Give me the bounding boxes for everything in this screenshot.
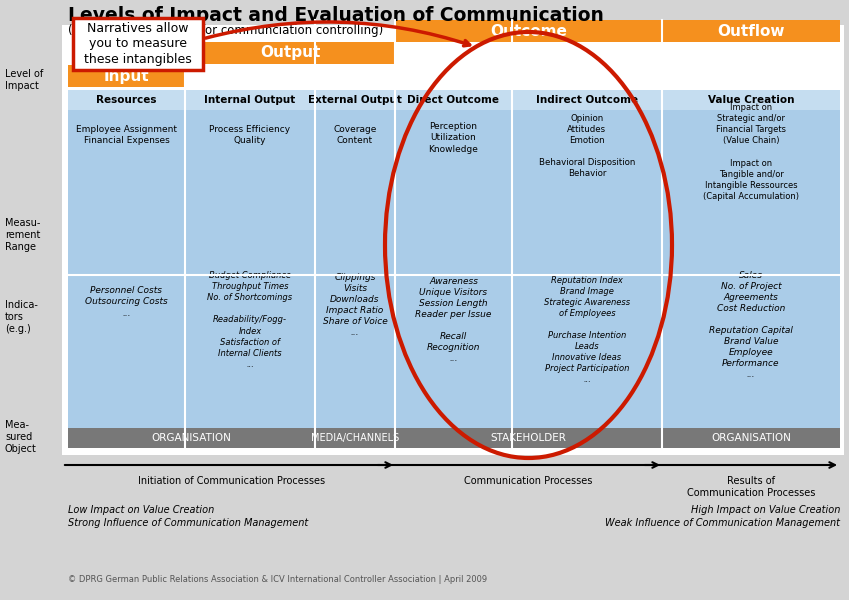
Bar bbox=[68, 428, 315, 448]
Text: ORGANISATION: ORGANISATION bbox=[711, 433, 791, 443]
Bar bbox=[315, 428, 395, 448]
Text: Opinion
Attitudes
Emotion

Behavioral Disposition
Behavior: Opinion Attitudes Emotion Behavioral Dis… bbox=[539, 114, 635, 178]
Text: Outflow: Outflow bbox=[717, 23, 784, 38]
Bar bbox=[512, 93, 662, 448]
Text: Mea-
sured
Object: Mea- sured Object bbox=[5, 421, 37, 454]
Bar bbox=[662, 428, 840, 448]
Bar bbox=[395, 90, 512, 110]
Text: Indirect Outcome: Indirect Outcome bbox=[536, 95, 638, 105]
Bar bbox=[73, 18, 203, 70]
Bar bbox=[62, 25, 844, 455]
Text: Internal Output: Internal Output bbox=[205, 95, 295, 105]
Text: High Impact on Value Creation
Weak Influence of Communication Management: High Impact on Value Creation Weak Influ… bbox=[605, 505, 840, 528]
Text: Levels of Impact and Evaluation of Communication: Levels of Impact and Evaluation of Commu… bbox=[68, 6, 604, 25]
Text: (DPRG/ICV framework for communciation controlling): (DPRG/ICV framework for communciation co… bbox=[68, 24, 383, 37]
Text: Value Creation: Value Creation bbox=[708, 95, 795, 105]
Text: Measu-
rement
Range: Measu- rement Range bbox=[5, 218, 41, 251]
Text: Perception
Utilization
Knowledge: Perception Utilization Knowledge bbox=[429, 122, 479, 154]
Text: Input: Input bbox=[104, 68, 149, 83]
Text: Direct Outcome: Direct Outcome bbox=[408, 95, 499, 105]
Text: STAKEHOLDER: STAKEHOLDER bbox=[491, 433, 566, 443]
Bar bbox=[395, 93, 512, 448]
Bar bbox=[662, 93, 840, 448]
Text: Coverage
Content: Coverage Content bbox=[334, 125, 377, 145]
Bar bbox=[662, 90, 840, 110]
Bar bbox=[395, 20, 662, 42]
Bar bbox=[68, 90, 185, 110]
Text: MEDIA/CHANNELS: MEDIA/CHANNELS bbox=[311, 433, 399, 443]
Bar bbox=[68, 65, 185, 87]
Text: Low Impact on Value Creation
Strong Influence of Communication Management: Low Impact on Value Creation Strong Infl… bbox=[68, 505, 308, 528]
Text: Communication Processes: Communication Processes bbox=[464, 476, 593, 486]
Text: Indica-
tors
(e.g.): Indica- tors (e.g.) bbox=[5, 301, 38, 334]
Bar bbox=[315, 90, 395, 110]
Text: Outcome: Outcome bbox=[490, 23, 567, 38]
Text: Employee Assignment
Financial Expenses: Employee Assignment Financial Expenses bbox=[76, 125, 177, 145]
Text: Awareness
Unique Visitors
Session Length
Reader per Issue

Recall
Recognition
..: Awareness Unique Visitors Session Length… bbox=[415, 277, 492, 364]
Bar bbox=[315, 93, 395, 448]
Text: External Output: External Output bbox=[308, 95, 402, 105]
Text: Narratives allow
you to measure
these intangibles: Narratives allow you to measure these in… bbox=[84, 22, 192, 67]
Text: Resources: Resources bbox=[96, 95, 157, 105]
Text: Sales
No. of Project
Agreements
Cost Reduction

Reputation Capital
Brand Value
E: Sales No. of Project Agreements Cost Red… bbox=[709, 271, 793, 379]
Bar bbox=[395, 428, 662, 448]
Text: Budget Compliance
Throughput Times
No. of Shortcomings

Readability/Fogg-
Index
: Budget Compliance Throughput Times No. o… bbox=[207, 271, 293, 369]
Bar bbox=[68, 93, 185, 448]
Text: Reputation Index
Brand Image
Strategic Awareness
of Employees

Purchase Intentio: Reputation Index Brand Image Strategic A… bbox=[544, 275, 630, 385]
Text: Output: Output bbox=[260, 46, 320, 61]
Text: Results of
Communication Processes: Results of Communication Processes bbox=[687, 476, 815, 497]
Bar bbox=[185, 42, 395, 64]
Bar bbox=[662, 20, 840, 42]
Text: Impact on
Strategic and/or
Financial Targets
(Value Chain)

Impact on
Tangible a: Impact on Strategic and/or Financial Tar… bbox=[703, 103, 799, 201]
Bar bbox=[512, 90, 662, 110]
Text: Process Efficiency
Quality: Process Efficiency Quality bbox=[210, 125, 290, 145]
Bar bbox=[185, 90, 315, 110]
Bar bbox=[185, 93, 315, 448]
Text: ORGANISATION: ORGANISATION bbox=[152, 433, 232, 443]
Text: © DPRG German Public Relations Association & ICV International Controller Associ: © DPRG German Public Relations Associati… bbox=[68, 575, 487, 584]
Text: Clippings
Visits
Downloads
Impact Ratio
Share of Voice
...: Clippings Visits Downloads Impact Ratio … bbox=[323, 273, 387, 337]
Text: Level of
Impact: Level of Impact bbox=[5, 69, 43, 91]
Text: Personnel Costs
Outsourcing Costs
...: Personnel Costs Outsourcing Costs ... bbox=[85, 286, 168, 317]
Text: Initiation of Communication Processes: Initiation of Communication Processes bbox=[138, 476, 325, 486]
